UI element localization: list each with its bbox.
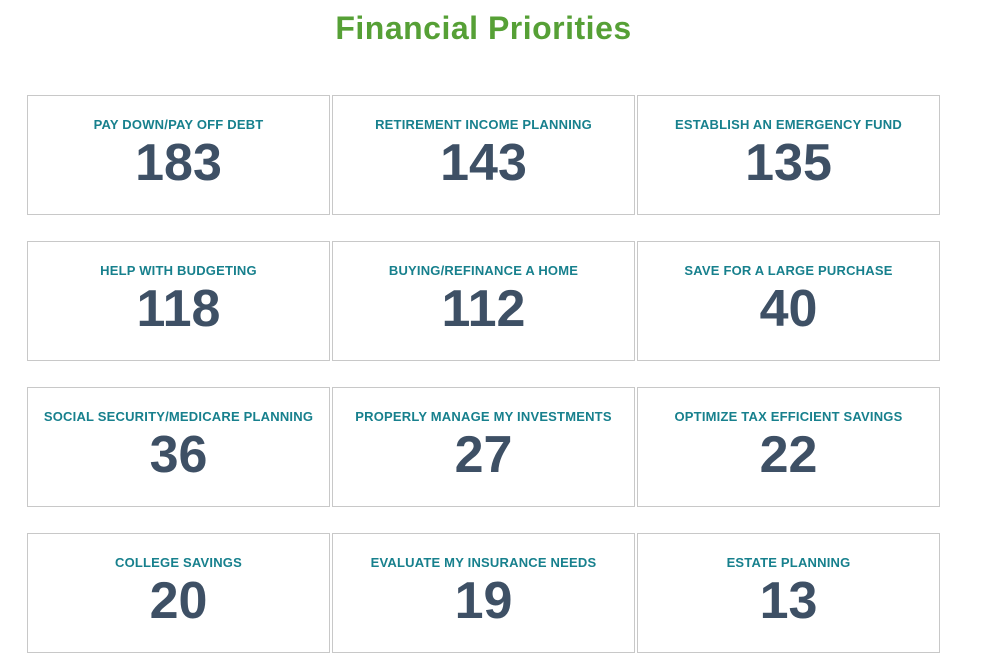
priority-value: 20: [149, 572, 208, 631]
priority-value: 22: [759, 426, 818, 485]
priority-card: PROPERLY MANAGE MY INVESTMENTS 27: [332, 386, 635, 507]
priority-label: PAY DOWN/PAY OFF DEBT: [93, 116, 264, 132]
priority-card: ESTATE PLANNING 13: [637, 532, 940, 653]
dashboard-content: Financial Priorities PAY DOWN/PAY OFF DE…: [27, 0, 940, 653]
priority-value: 36: [149, 426, 208, 485]
priority-label: HELP WITH BUDGETING: [100, 262, 257, 278]
priority-label: BUYING/REFINANCE A HOME: [388, 262, 579, 278]
priority-value: 112: [441, 280, 526, 339]
priority-value: 183: [135, 134, 222, 193]
priority-card: BUYING/REFINANCE A HOME 112: [332, 240, 635, 361]
priority-card: SAVE FOR A LARGE PURCHASE 40: [637, 240, 940, 361]
priority-card: COLLEGE SAVINGS 20: [27, 532, 330, 653]
priority-label: RETIREMENT INCOME PLANNING: [375, 116, 592, 132]
priority-label: ESTABLISH AN EMERGENCY FUND: [675, 116, 902, 132]
priority-label: OPTIMIZE TAX EFFICIENT SAVINGS: [674, 408, 903, 424]
priority-card: SOCIAL SECURITY/MEDICARE PLANNING 36: [27, 386, 330, 507]
priority-card: HELP WITH BUDGETING 118: [27, 240, 330, 361]
priority-value: 40: [759, 280, 818, 339]
page-title: Financial Priorities: [335, 10, 632, 46]
priority-value: 13: [759, 572, 818, 631]
priority-label: SAVE FOR A LARGE PURCHASE: [684, 262, 893, 278]
priority-label: SOCIAL SECURITY/MEDICARE PLANNING: [43, 408, 314, 424]
priority-value: 19: [454, 572, 513, 631]
priority-cards-grid: PAY DOWN/PAY OFF DEBT 183 RETIREMENT INC…: [27, 94, 940, 653]
priority-label: ESTATE PLANNING: [726, 554, 851, 570]
priority-value: 143: [440, 134, 527, 193]
priority-value: 118: [136, 280, 221, 339]
priority-card: OPTIMIZE TAX EFFICIENT SAVINGS 22: [637, 386, 940, 507]
priority-value: 135: [745, 134, 832, 193]
priority-label: COLLEGE SAVINGS: [115, 554, 242, 570]
priority-label: PROPERLY MANAGE MY INVESTMENTS: [355, 408, 612, 424]
priority-card: PAY DOWN/PAY OFF DEBT 183: [27, 94, 330, 215]
priority-card: EVALUATE MY INSURANCE NEEDS 19: [332, 532, 635, 653]
priority-label: EVALUATE MY INSURANCE NEEDS: [370, 554, 597, 570]
priority-card: RETIREMENT INCOME PLANNING 143: [332, 94, 635, 215]
priority-value: 27: [454, 426, 513, 485]
priority-card: ESTABLISH AN EMERGENCY FUND 135: [637, 94, 940, 215]
